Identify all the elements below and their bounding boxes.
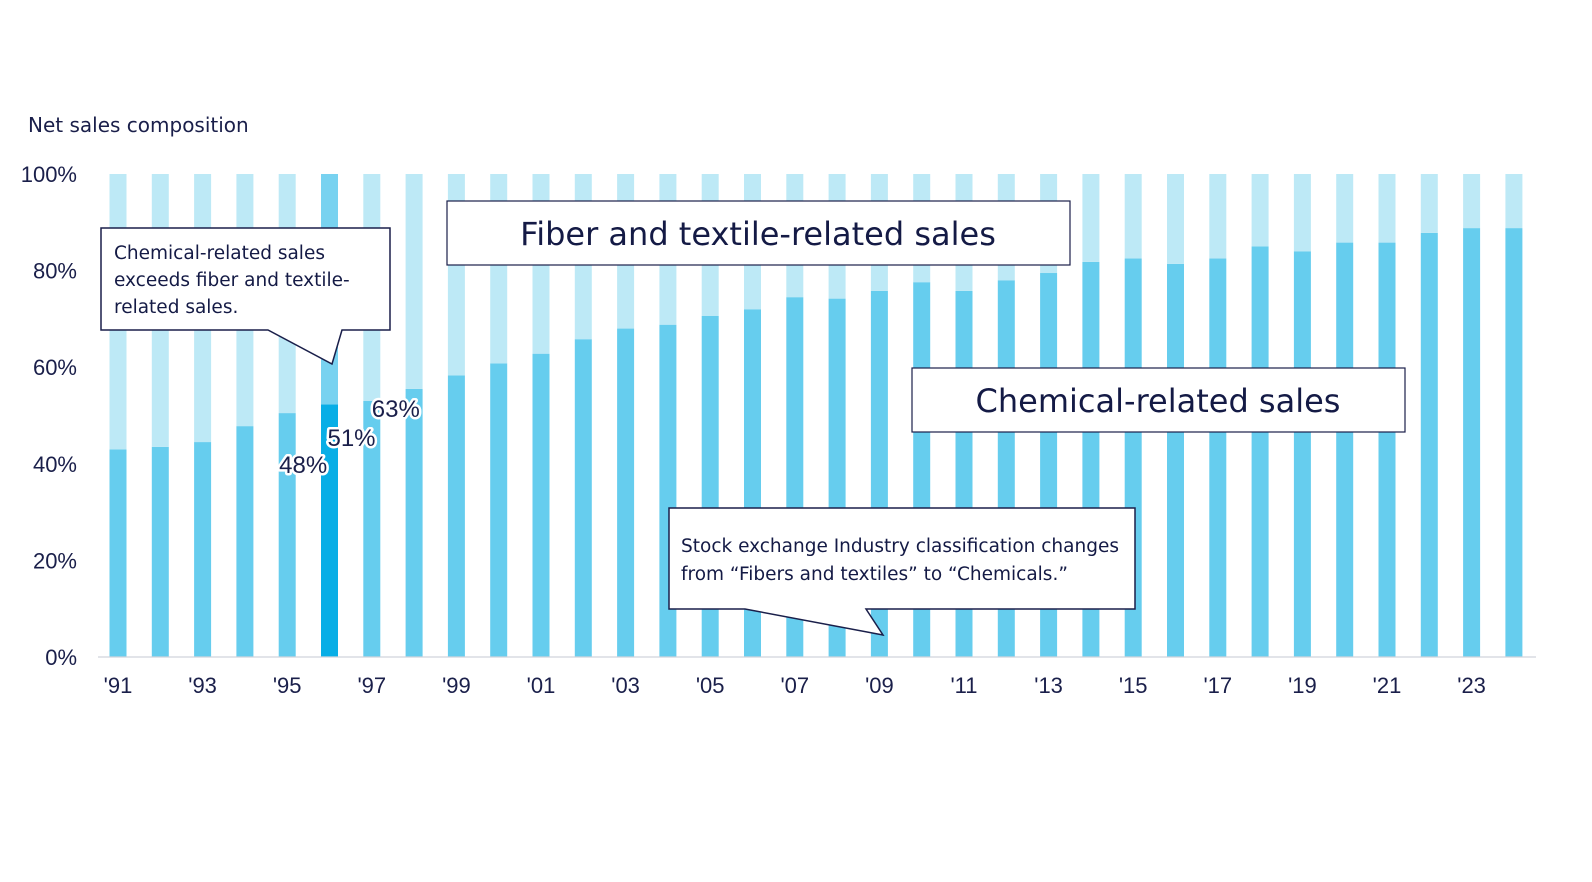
x-tick-label: '09 <box>865 673 894 698</box>
data-label: 48% <box>279 452 327 479</box>
bar-chemical <box>490 363 508 657</box>
bar-chemical <box>532 353 550 657</box>
y-axis-ticks: 0% 20% 40% 60% 80% 100% <box>21 162 77 670</box>
callout-classification: Stock exchange Industry classification c… <box>668 507 1136 637</box>
bar-chemical <box>405 388 423 657</box>
x-tick-label: '03 <box>611 673 640 698</box>
bar-chemical <box>151 446 169 657</box>
data-label: 51% <box>327 425 375 452</box>
y-tick-label: 40% <box>33 452 77 477</box>
callout-classification-line-1: Stock exchange Industry classification c… <box>681 536 1119 557</box>
fiber-label-box: Fiber and textile-related sales <box>446 200 1071 266</box>
bar-chemical <box>1251 246 1269 657</box>
x-tick-label: '07 <box>780 673 809 698</box>
bar-chemical <box>236 426 254 657</box>
bar-fiber <box>1463 174 1481 229</box>
x-tick-label: '21 <box>1373 673 1402 698</box>
bar-fiber <box>1336 174 1354 243</box>
x-tick-label: '19 <box>1288 673 1317 698</box>
x-tick-label: '97 <box>357 673 386 698</box>
bar-fiber <box>1505 174 1523 229</box>
bar-chemical <box>109 449 127 657</box>
x-tick-label: '11 <box>950 673 977 698</box>
bar-fiber <box>1209 174 1227 259</box>
x-tick-label: '01 <box>527 673 556 698</box>
bar-chemical <box>278 413 296 657</box>
y-tick-label: 0% <box>45 645 77 670</box>
y-tick-label: 100% <box>21 162 77 187</box>
x-tick-label: '05 <box>696 673 725 698</box>
bar-fiber <box>1251 174 1269 247</box>
bar-chemical <box>1336 242 1354 657</box>
bar-fiber <box>1167 174 1184 264</box>
bar-chemical <box>321 404 338 657</box>
x-tick-label: '17 <box>1203 673 1232 698</box>
bar-fiber <box>1082 174 1100 262</box>
x-tick-label: '95 <box>273 673 302 698</box>
callout-crossover: Chemical-related sales exceeds fiber and… <box>100 227 391 366</box>
bar-chemical <box>1209 258 1227 657</box>
y-tick-label: 80% <box>33 259 77 284</box>
bar-chemical <box>1463 228 1481 657</box>
bar-fiber <box>405 174 423 389</box>
fiber-label: Fiber and textile-related sales <box>520 215 996 253</box>
bar-fiber <box>1124 174 1142 259</box>
bar-chemical <box>1293 251 1311 657</box>
bar-fiber <box>1420 174 1438 233</box>
x-tick-label: '15 <box>1119 673 1148 698</box>
callout-classification-line-2: from “Fibers and textiles” to “Chemicals… <box>681 564 1068 585</box>
y-axis-title: Net sales composition <box>28 113 249 137</box>
x-tick-label: '91 <box>104 673 133 698</box>
bar-chemical <box>1167 263 1184 657</box>
y-tick-label: 20% <box>33 548 77 573</box>
data-label: 63% <box>372 396 420 423</box>
chemical-label: Chemical-related sales <box>976 382 1341 420</box>
bar-chemical <box>574 339 592 657</box>
x-tick-label: '23 <box>1457 673 1486 698</box>
bar-chemical <box>363 401 381 657</box>
bar-chemical <box>1378 242 1396 657</box>
bar-fiber <box>1293 174 1311 252</box>
bar-chemical <box>617 328 635 657</box>
bar-fiber <box>1378 174 1396 243</box>
x-axis-ticks: '91 '93 '95 '97 '99 '01 '03 '05 '07 '09 '11 '13 '15 '… <box>104 673 1486 698</box>
bar-chemical <box>194 442 212 657</box>
callout-crossover-line-2: exceeds fiber and textile- <box>114 270 350 291</box>
bar-chemical <box>1420 232 1438 657</box>
x-tick-label: '13 <box>1034 673 1063 698</box>
data-labels: 48%51%63% <box>277 394 423 482</box>
bar-chemical <box>1505 228 1523 657</box>
x-tick-label: '93 <box>188 673 217 698</box>
x-tick-label: '99 <box>442 673 471 698</box>
callout-crossover-line-1: Chemical-related sales <box>114 243 325 264</box>
chemical-label-box: Chemical-related sales <box>911 367 1406 433</box>
bar-chemical <box>447 375 465 657</box>
callout-crossover-line-3: related sales. <box>114 297 238 318</box>
y-tick-label: 60% <box>33 355 77 380</box>
